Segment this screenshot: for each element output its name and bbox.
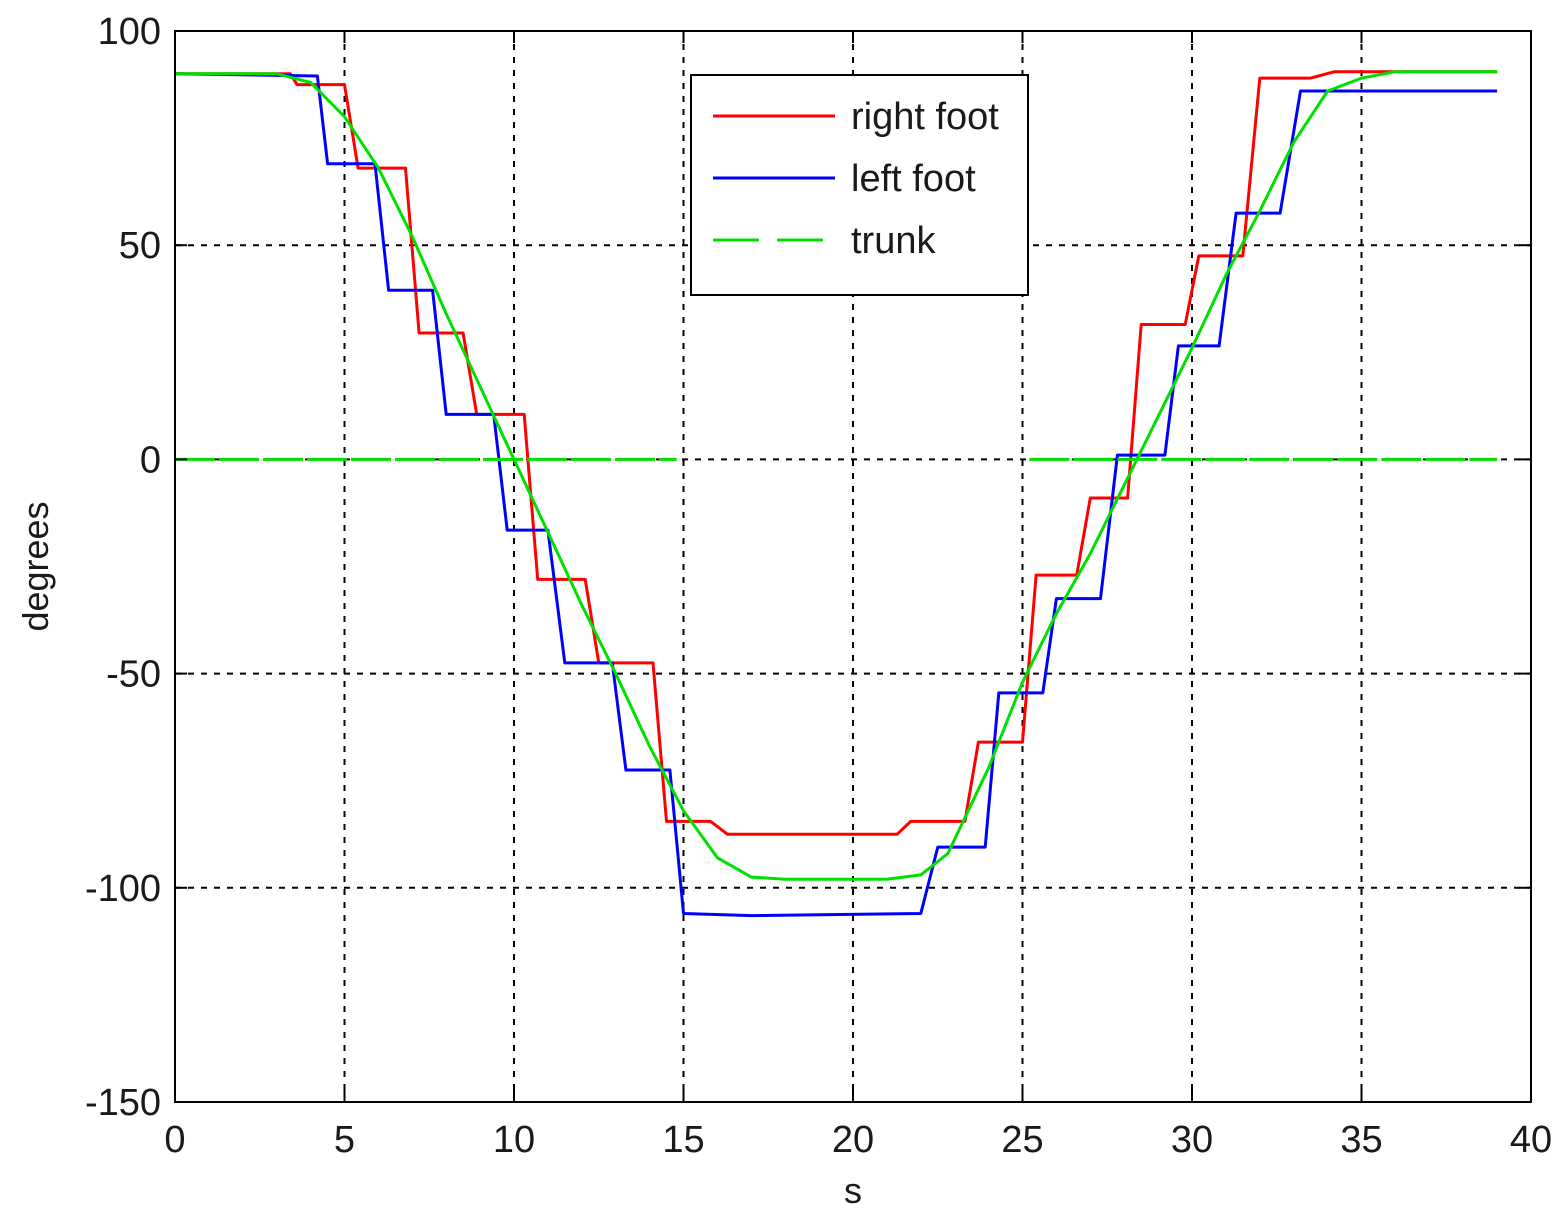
x-tick-label: 40 bbox=[1510, 1119, 1552, 1161]
y-tick-label: -100 bbox=[85, 868, 161, 910]
series-line-right-foot bbox=[175, 70, 1498, 836]
series-layer bbox=[174, 70, 1498, 918]
legend-label: trunk bbox=[851, 220, 936, 262]
y-tick-label: 0 bbox=[140, 439, 161, 481]
x-tick-label: 15 bbox=[662, 1119, 704, 1161]
x-tick-label: 25 bbox=[1001, 1119, 1043, 1161]
y-tick-label: -150 bbox=[85, 1082, 161, 1124]
x-tick-label: 30 bbox=[1171, 1119, 1213, 1161]
series-line-left-foot bbox=[174, 72, 1498, 918]
x-tick-label: 10 bbox=[493, 1119, 535, 1161]
x-tick-label: 0 bbox=[164, 1119, 185, 1161]
y-axis-label: degrees bbox=[15, 501, 56, 631]
y-tick-label: 100 bbox=[98, 11, 161, 53]
x-tick-label: 20 bbox=[832, 1119, 874, 1161]
x-axis-label: s bbox=[844, 1170, 862, 1211]
series-line-trunk bbox=[175, 70, 1498, 881]
legend-label: right foot bbox=[851, 96, 999, 138]
legend: right foot left foot trunk bbox=[690, 74, 1029, 296]
x-tick-label: 35 bbox=[1340, 1119, 1382, 1161]
y-tick-label: 50 bbox=[119, 225, 161, 267]
x-tick-label: 5 bbox=[334, 1119, 355, 1161]
y-tick-label: -50 bbox=[106, 654, 161, 696]
legend-label: left foot bbox=[851, 158, 976, 200]
legend-box bbox=[690, 74, 1029, 296]
y-tick-labels: 100 50 0 -50 -100 -150 bbox=[85, 11, 1531, 1124]
x-tick-labels: 0 5 10 15 20 25 30 35 40 bbox=[164, 31, 1552, 1161]
